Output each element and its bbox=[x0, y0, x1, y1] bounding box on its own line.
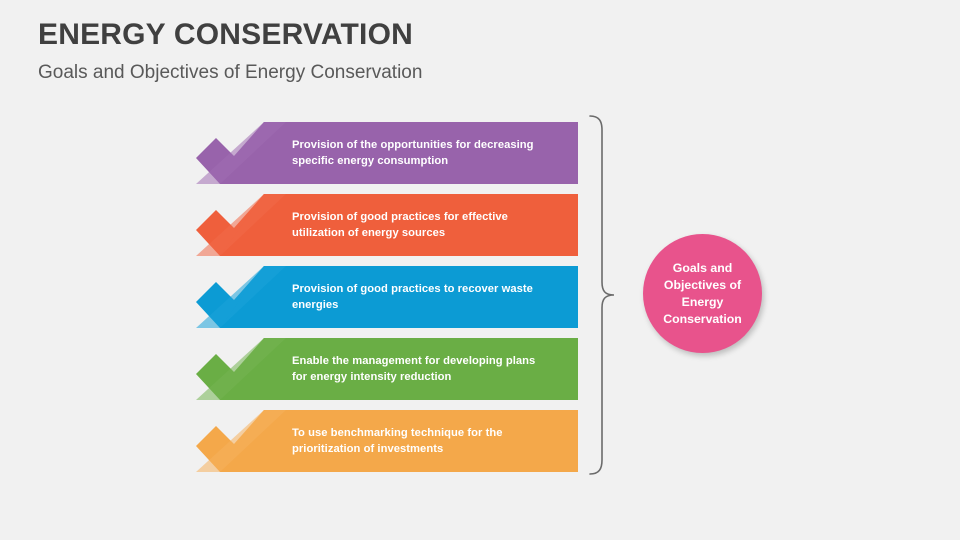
list-item-text: To use benchmarking technique for the pr… bbox=[292, 410, 562, 472]
list-item[interactable]: Enable the management for developing pla… bbox=[196, 338, 578, 400]
list-item-line2: for energy intensity reduction bbox=[292, 371, 452, 383]
slide-header: ENERGY CONSERVATION Goals and Objectives… bbox=[38, 16, 738, 86]
checkmark-banner-shape-5 bbox=[196, 410, 578, 472]
list-item-line2: specific energy consumption bbox=[292, 155, 449, 167]
checkmark-banner-shape-2 bbox=[196, 194, 578, 256]
list-item-line1: Provision of good practices for effectiv… bbox=[292, 210, 508, 223]
list-item[interactable]: Provision of good practices to recover w… bbox=[196, 266, 578, 328]
list-item-text: Provision of the opportunities for decre… bbox=[292, 122, 562, 184]
list-item-line1: Enable the management for developing pla… bbox=[292, 354, 536, 367]
list-item[interactable]: To use benchmarking technique for the pr… bbox=[196, 410, 578, 472]
page-title: ENERGY CONSERVATION bbox=[38, 18, 413, 51]
list-item-line1: Provision of good practices to recover w… bbox=[292, 282, 533, 295]
page-subtitle: Goals and Objectives of Energy Conservat… bbox=[38, 62, 423, 83]
list-item-line1: Provision of the opportunities for decre… bbox=[292, 138, 534, 151]
list-item[interactable]: Provision of the opportunities for decre… bbox=[196, 122, 578, 184]
list-item-line1: To use benchmarking technique for the bbox=[292, 426, 503, 439]
list-item-line2: utilization of energy sources bbox=[292, 227, 446, 239]
checkmark-banner-shape-4 bbox=[196, 338, 578, 400]
list-item-text: Provision of good practices to recover w… bbox=[292, 266, 562, 328]
curly-brace-connector bbox=[589, 115, 615, 475]
list-item-text: Provision of good practices for effectiv… bbox=[292, 194, 562, 256]
list-item[interactable]: Provision of good practices for effectiv… bbox=[196, 194, 578, 256]
list-item-text: Enable the management for developing pla… bbox=[292, 338, 562, 400]
center-node[interactable]: Goals and Objectives of Energy Conservat… bbox=[643, 234, 762, 353]
list-item-line2: energies bbox=[292, 299, 339, 311]
checkmark-banner-shape-3 bbox=[196, 266, 578, 328]
list-item-line2: prioritization of investments bbox=[292, 443, 444, 455]
center-node-label: Goals and Objectives of Energy Conservat… bbox=[663, 260, 742, 326]
checkmark-banner-shape-1 bbox=[196, 122, 578, 184]
